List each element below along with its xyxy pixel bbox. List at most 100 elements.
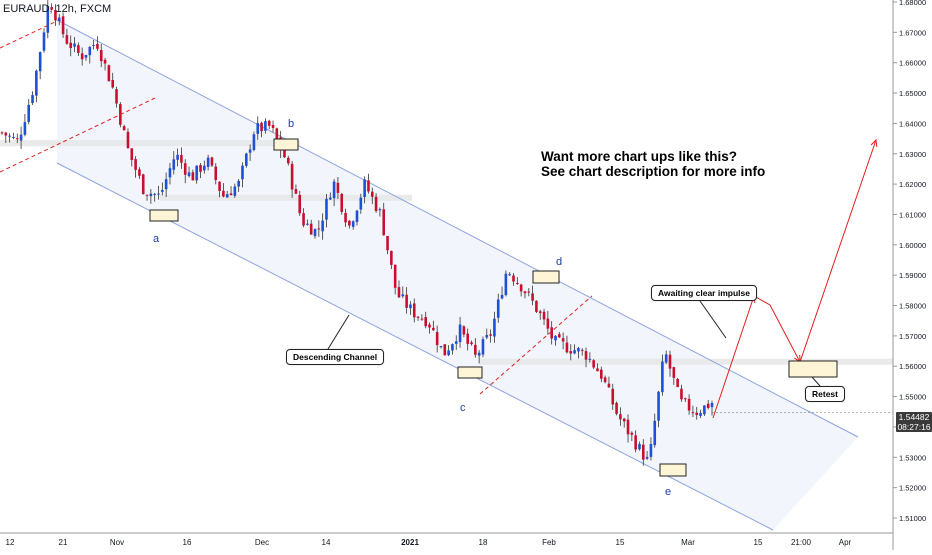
time-tick-label: Apr xyxy=(839,538,852,547)
candle-body xyxy=(516,282,519,284)
candle-body xyxy=(80,53,84,60)
candle-body xyxy=(4,132,8,136)
candle-body xyxy=(332,181,336,199)
candle-body xyxy=(596,368,599,372)
candle-body xyxy=(619,414,622,420)
candle-body xyxy=(256,123,260,134)
candle-body xyxy=(500,294,504,299)
candle-body xyxy=(664,354,668,363)
candle-body xyxy=(122,126,126,131)
candle-body xyxy=(626,419,630,435)
candle-body xyxy=(493,318,496,337)
price-tick-label: 1.60000 xyxy=(899,241,926,250)
channel-upper-line xyxy=(56,19,859,438)
candle-body xyxy=(309,223,313,235)
candle-body xyxy=(657,391,660,421)
price-tick-label: 1.59000 xyxy=(899,271,926,280)
projection-arrowhead-3 xyxy=(870,138,878,148)
projection-path xyxy=(712,139,877,419)
candle-body xyxy=(275,128,279,139)
candle-body xyxy=(115,89,118,104)
candle-body xyxy=(466,333,469,344)
candle-body xyxy=(195,165,198,181)
candle-body xyxy=(370,191,374,197)
candle-body xyxy=(149,193,153,197)
candle-body xyxy=(542,311,546,320)
price-tick-label: 1.61000 xyxy=(899,210,926,219)
candle-body xyxy=(523,291,527,294)
candle-body xyxy=(241,165,244,180)
price-tick-label: 1.53000 xyxy=(899,453,926,462)
candle-body xyxy=(691,412,695,414)
candle-body xyxy=(554,335,557,341)
candle-body xyxy=(191,172,195,181)
price-tick-label: 1.65000 xyxy=(899,89,926,98)
candle-body xyxy=(42,32,46,51)
awaiting-impulse-callout[interactable]: Awaiting clear impulse xyxy=(651,285,757,301)
candle-body xyxy=(130,148,134,160)
candle-body xyxy=(454,341,458,344)
candle-body xyxy=(489,334,492,336)
candle-body xyxy=(424,317,428,327)
candle-body xyxy=(15,138,19,140)
symbol-title: EURAUD, 12h, FXCM xyxy=(3,3,112,15)
candle-body xyxy=(61,16,65,35)
candle-body xyxy=(325,198,328,220)
candle-body xyxy=(561,338,565,342)
candle-body xyxy=(382,209,386,236)
candle-body xyxy=(294,189,298,194)
candle-body xyxy=(153,193,156,195)
descending-channel-callout[interactable]: Descending Channel xyxy=(286,349,385,365)
price-tick-label: 1.58000 xyxy=(899,302,926,311)
candle-body xyxy=(390,250,393,265)
candle-body xyxy=(0,132,4,134)
candle-body xyxy=(443,344,447,356)
time-tick-label: 15 xyxy=(754,538,763,547)
candle-body xyxy=(141,174,145,195)
candle-body xyxy=(496,299,500,318)
price-tick-label: 1.56000 xyxy=(899,362,926,371)
retest-pointer xyxy=(811,376,821,387)
candle-body xyxy=(668,354,672,369)
candle-body xyxy=(96,43,99,49)
candle-body xyxy=(550,327,553,339)
candle-body xyxy=(65,35,69,44)
retest-callout[interactable]: Retest xyxy=(805,386,845,402)
time-tick-label: 2021 xyxy=(401,538,419,547)
candle-body xyxy=(27,104,31,122)
price-tick-label: 1.64000 xyxy=(899,119,926,128)
candle-body xyxy=(321,220,324,232)
candle-body xyxy=(172,159,176,170)
candle-body xyxy=(348,220,351,226)
candle-body xyxy=(164,179,168,190)
wave-box xyxy=(273,138,299,151)
candle-body xyxy=(222,190,225,197)
price-tick-label: 1.51000 xyxy=(899,514,926,523)
candle-body xyxy=(260,122,263,132)
wave-box xyxy=(457,366,483,379)
promo-text: Want more chart ups like this? See chart… xyxy=(541,149,765,179)
candle-body xyxy=(432,327,435,331)
zone-left xyxy=(0,140,300,147)
price-tick-label: 1.57000 xyxy=(899,332,926,341)
candle-body xyxy=(38,52,42,72)
candle-body xyxy=(573,350,576,354)
candle-body xyxy=(592,360,595,368)
candle-body xyxy=(183,163,187,175)
candle-body xyxy=(103,59,107,64)
candle-body xyxy=(615,402,618,414)
dashed-trendline-lower xyxy=(0,97,156,173)
candle-body xyxy=(199,165,202,172)
candle-body xyxy=(527,291,531,293)
candle-body xyxy=(386,235,389,251)
candle-body xyxy=(378,209,382,211)
price-tick-label: 1.68000 xyxy=(899,0,926,7)
candle-body xyxy=(88,46,92,56)
candle-body xyxy=(393,264,397,288)
wave-box xyxy=(659,463,687,477)
candle-body xyxy=(577,348,580,352)
candle-body xyxy=(248,149,252,153)
candle-body xyxy=(46,6,50,33)
